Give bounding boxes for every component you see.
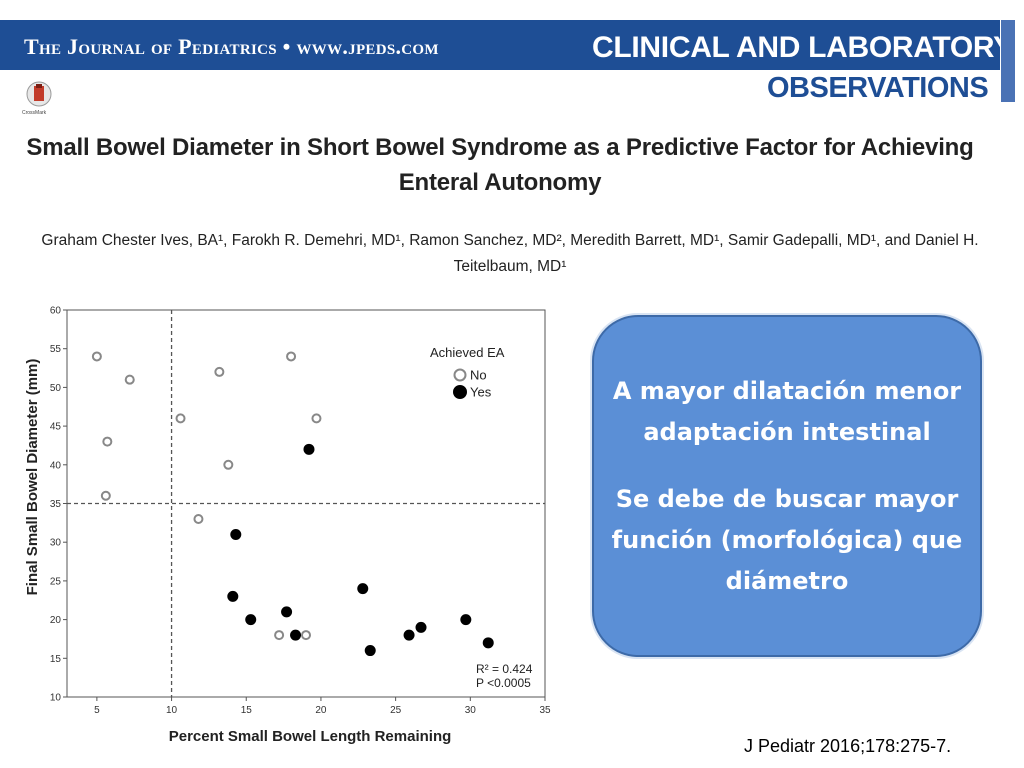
point-no bbox=[175, 413, 186, 424]
legend-marker bbox=[453, 368, 467, 382]
point-yes bbox=[403, 629, 415, 641]
legend-label: Yes bbox=[470, 385, 492, 400]
point-yes bbox=[290, 629, 302, 641]
point-yes bbox=[357, 583, 369, 595]
x-tick-label: 20 bbox=[315, 705, 327, 716]
y-tick-label: 25 bbox=[50, 576, 62, 587]
crossmark-icon bbox=[26, 81, 52, 107]
point-yes bbox=[460, 614, 472, 626]
point-yes bbox=[303, 443, 315, 455]
citation: J Pediatr 2016;178:275-7. bbox=[744, 736, 952, 756]
point-no bbox=[91, 351, 102, 362]
x-tick-label: 15 bbox=[241, 705, 253, 716]
point-no bbox=[214, 366, 225, 377]
paper-title: Small Bowel Diameter in Short Bowel Synd… bbox=[26, 134, 974, 196]
x-tick-label: 5 bbox=[94, 705, 100, 716]
point-yes bbox=[230, 528, 242, 540]
point-yes bbox=[245, 614, 257, 626]
point-yes bbox=[364, 645, 376, 657]
point-yes bbox=[227, 590, 239, 602]
y-tick-label: 60 bbox=[50, 306, 62, 317]
point-no bbox=[311, 413, 322, 424]
y-tick-label: 35 bbox=[50, 499, 62, 510]
point-yes bbox=[281, 606, 293, 618]
x-tick-label: 35 bbox=[539, 705, 551, 716]
x-tick-label: 10 bbox=[166, 705, 178, 716]
p-value-label: P <0.0005 bbox=[476, 676, 531, 690]
x-tick-label: 30 bbox=[465, 705, 477, 716]
x-tick-label: 25 bbox=[390, 705, 402, 716]
legend-marker bbox=[453, 385, 467, 399]
point-no bbox=[301, 630, 311, 641]
y-tick-label: 10 bbox=[50, 693, 62, 704]
callout-text-2: Se debe de buscar mayor función (morfoló… bbox=[611, 484, 963, 595]
crossmark-label: CrossMark bbox=[22, 110, 47, 116]
y-axis-title: Final Small Bowel Diameter (mm) bbox=[24, 359, 41, 596]
point-no bbox=[124, 374, 135, 385]
legend-title: Achieved EA bbox=[430, 345, 505, 360]
r-squared-label: R² = 0.424 bbox=[476, 662, 533, 676]
y-tick-label: 50 bbox=[50, 383, 62, 394]
y-tick-label: 15 bbox=[50, 654, 62, 665]
legend-label: No bbox=[470, 368, 487, 383]
point-no bbox=[193, 513, 204, 524]
point-no bbox=[100, 490, 111, 501]
point-no bbox=[223, 459, 234, 470]
annotation-callout: A mayor dilatación menor adaptación inte… bbox=[592, 315, 982, 657]
point-no bbox=[102, 436, 113, 447]
callout-text-1: A mayor dilatación menor adaptación inte… bbox=[612, 376, 962, 446]
author-list: Graham Chester Ives, BA¹, Farokh R. Deme… bbox=[41, 232, 979, 275]
point-yes bbox=[482, 637, 494, 649]
x-axis-title: Percent Small Bowel Length Remaining bbox=[169, 728, 452, 745]
point-no bbox=[286, 351, 297, 362]
y-tick-label: 20 bbox=[50, 615, 62, 626]
point-no bbox=[274, 630, 285, 641]
y-tick-label: 40 bbox=[50, 460, 62, 471]
point-yes bbox=[415, 621, 427, 633]
scatter-chart: 10 15 20 25 30 35 40 45 50 55 60 5 10 15 20 25 30 35 Achi… bbox=[24, 306, 551, 746]
section-subtitle: OBSERVATIONS bbox=[767, 72, 989, 104]
y-tick-label: 55 bbox=[50, 344, 62, 355]
journal-name: The Journal of Pediatrics • www.jpeds.co… bbox=[24, 34, 439, 59]
journal-header-band: The Journal of Pediatrics • www.jpeds.co… bbox=[0, 20, 1013, 70]
slide-accent-bar bbox=[1001, 20, 1015, 102]
section-title: CLINICAL AND LABORATORY bbox=[592, 31, 1013, 64]
y-tick-label: 30 bbox=[50, 538, 62, 549]
y-tick-label: 45 bbox=[50, 422, 62, 433]
